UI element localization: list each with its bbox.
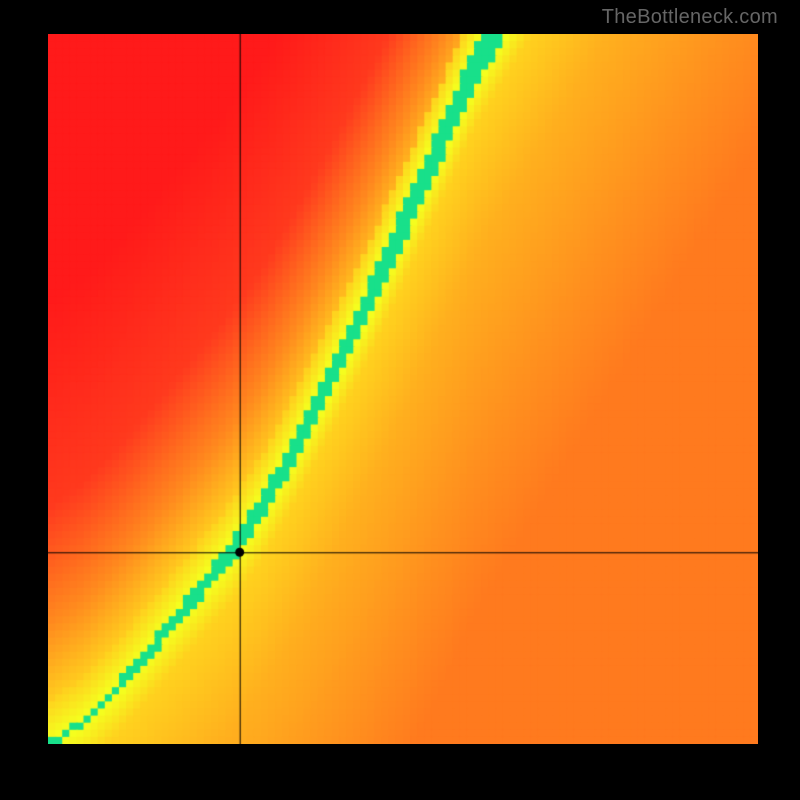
heatmap-canvas [48, 34, 758, 744]
watermark-text: TheBottleneck.com [602, 6, 778, 29]
chart-container: TheBottleneck.com [0, 0, 800, 800]
heatmap-plot [48, 34, 758, 744]
